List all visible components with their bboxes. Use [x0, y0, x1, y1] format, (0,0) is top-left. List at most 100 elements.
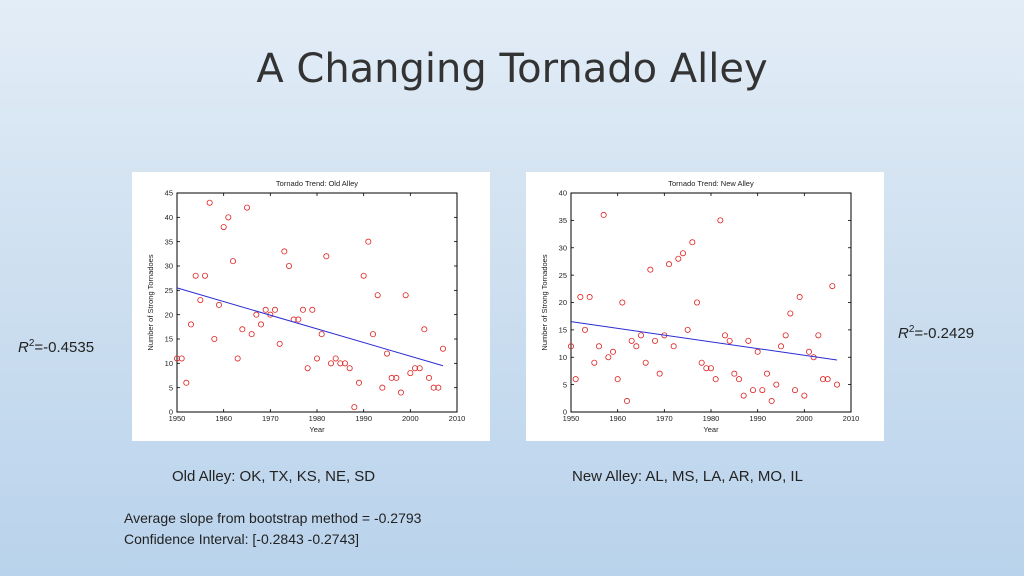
new-alley-xtick-label: 1980 [703, 414, 720, 423]
r2-new-sup: 2 [908, 324, 915, 335]
new-alley-data-point [670, 343, 677, 350]
old-alley-data-point [304, 365, 311, 372]
new-alley-ytick-label: 25 [559, 271, 567, 280]
old-alley-data-point [411, 365, 418, 372]
new-alley-data-point [572, 376, 579, 383]
slide-title: A Changing Tornado Alley [256, 46, 768, 92]
new-alley-data-point [698, 359, 705, 366]
new-alley-data-point [717, 217, 724, 224]
old-alley-data-point [327, 360, 334, 367]
new-alley-data-point [582, 326, 589, 333]
old-alley-data-point [360, 272, 367, 279]
new-alley-title: Tornado Trend: New Alley [668, 179, 754, 188]
old-alley-data-point [351, 404, 358, 411]
new-alley-data-point [596, 343, 603, 350]
new-alley-data-point [759, 387, 766, 394]
new-alley-data-point [791, 387, 798, 394]
new-alley-data-point [624, 398, 631, 405]
new-alley-data-point [833, 381, 840, 388]
new-alley-data-point [642, 359, 649, 366]
new-alley-data-point [605, 354, 612, 361]
old-alley-data-point [425, 374, 432, 381]
new-alley-data-point [768, 398, 775, 405]
old-alley-data-point [206, 199, 213, 206]
new-alley-data-point [805, 348, 812, 355]
new-alley-ytick-label: 5 [563, 380, 567, 389]
old-alley-data-point [230, 258, 237, 265]
old-alley-ytick-label: 45 [165, 189, 173, 198]
new-alley-data-point [740, 392, 747, 399]
new-alley-ytick-label: 10 [559, 353, 567, 362]
old-alley-data-point [244, 204, 251, 211]
new-alley-data-point [796, 294, 803, 301]
r2-new-value: =-0.2429 [914, 325, 975, 342]
new-alley-data-point [787, 310, 794, 317]
chart-old-alley-svg: Tornado Trend: Old Alley 1950 1960 1970 1980… [146, 179, 465, 434]
old-alley-data-point [202, 272, 209, 279]
new-alley-ytick-label: 30 [559, 243, 567, 252]
old-alley-data-point [397, 389, 404, 396]
old-alley-data-point [262, 306, 269, 313]
old-alley-data-point [421, 326, 428, 333]
old-alley-data-point [318, 331, 325, 338]
old-alley-ytick-label: 40 [165, 213, 173, 222]
confidence-interval-note: Confidence Interval: [-0.2843 -0.2743] [124, 531, 360, 547]
old-alley-data-point [332, 355, 339, 362]
old-alley-ytick-label: 5 [169, 383, 173, 392]
old-alley-xtick-label: 1990 [355, 414, 372, 423]
new-alley-data-point [693, 299, 700, 306]
old-alley-xtick-label: 2000 [402, 414, 419, 423]
new-alley-data-point [568, 343, 575, 350]
new-alley-data-point [689, 239, 696, 246]
old-alley-data-point [337, 360, 344, 367]
new-alley-data-point [726, 337, 733, 344]
old-alley-data-point [341, 360, 348, 367]
old-alley-data-point [388, 374, 395, 381]
new-alley-data-point [703, 365, 710, 372]
old-alley-ytick-label: 15 [165, 335, 173, 344]
old-alley-data-point [271, 306, 278, 313]
new-alley-data-point [586, 294, 593, 301]
new-alley-data-point [675, 255, 682, 262]
new-alley-data-point [638, 332, 645, 339]
chart-old-alley: Tornado Trend: Old Alley 1950 1960 1970 1980… [132, 172, 490, 441]
old-alley-trend-line [176, 287, 444, 367]
old-alley-data-point [407, 370, 414, 377]
old-alley-data-point [220, 224, 227, 231]
new-alley-plot-frame [570, 192, 852, 413]
old-alley-data-point [430, 384, 437, 391]
old-alley-ytick-label: 35 [165, 237, 173, 246]
old-alley-xtick-label: 1980 [309, 414, 326, 423]
new-alley-data-point [735, 376, 742, 383]
old-alley-data-point [239, 326, 246, 333]
old-alley-xtick-label: 1960 [215, 414, 232, 423]
old-alley-data-point [323, 253, 330, 260]
new-alley-data-point [684, 326, 691, 333]
new-alley-ytick-label: 15 [559, 326, 567, 335]
r2-old-alley: R2=-0.4535 [18, 338, 94, 356]
new-alley-data-point [773, 381, 780, 388]
new-alley-xtick-label: 1960 [609, 414, 626, 423]
new-alley-data-point [619, 299, 626, 306]
new-alley-data-point [647, 266, 654, 273]
old-alley-data-point [225, 214, 232, 221]
new-alley-data-point [665, 261, 672, 268]
new-alley-data-point [749, 387, 756, 394]
old-alley-data-point [402, 292, 409, 299]
r2-old-value: =-0.4535 [34, 339, 95, 356]
new-alley-data-point [782, 332, 789, 339]
old-alley-data-point [258, 321, 265, 328]
new-alley-xtick-label: 2010 [843, 414, 860, 423]
old-alley-data-point [276, 340, 283, 347]
caption-old-alley: Old Alley: OK, TX, KS, NE, SD [172, 468, 376, 485]
old-alley-ytick-label: 30 [165, 262, 173, 271]
new-alley-data-point [652, 337, 659, 344]
new-alley-ytick-label: 0 [563, 408, 567, 417]
new-alley-data-point [824, 376, 831, 383]
new-alley-xlabel: Year [703, 425, 719, 434]
old-alley-data-point [379, 384, 386, 391]
r2-old-letter: R [18, 339, 29, 356]
r2-new-letter: R [898, 325, 909, 342]
new-alley-data-point [801, 392, 808, 399]
new-alley-data-point [819, 376, 826, 383]
